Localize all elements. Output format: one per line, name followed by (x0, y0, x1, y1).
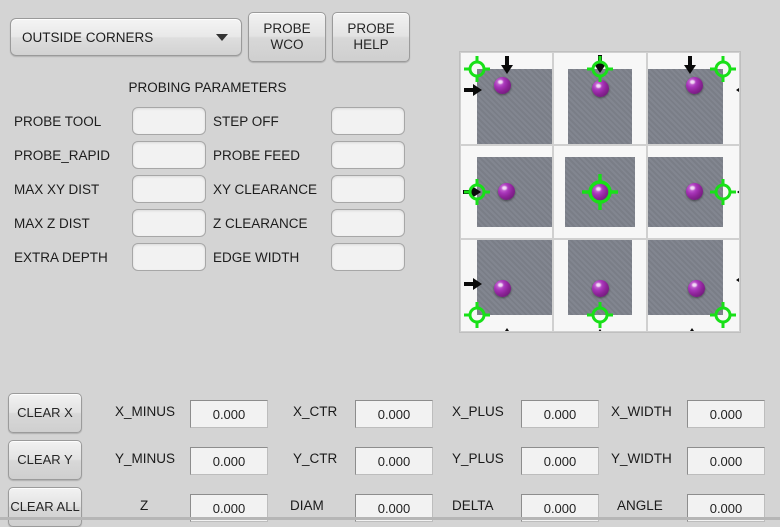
probe-ball-icon (591, 80, 609, 98)
result-field-x-width[interactable]: 0.000 (687, 400, 765, 428)
probe-cell-top-right[interactable] (647, 53, 739, 145)
workpiece (565, 157, 635, 227)
crosshair-target-icon (581, 173, 618, 210)
probe-mode-select[interactable]: OUTSIDE CORNERS (10, 18, 242, 56)
probe-ball-icon (497, 182, 515, 200)
param-input-probe-rapid[interactable] (132, 141, 206, 169)
crosshair-target-icon (586, 56, 613, 83)
result-label-x-ctr: X_CTR (293, 404, 338, 419)
crosshair-target-icon (464, 178, 491, 205)
crosshair-target-icon (586, 301, 613, 328)
param-label-xy-clearance: XY CLEARANCE (213, 181, 318, 197)
probe-cell-bottom-left[interactable] (461, 239, 553, 331)
crosshair-target-icon (709, 56, 736, 83)
result-label-delta: DELTA (452, 498, 494, 513)
probe-cell-middle-left[interactable] (461, 146, 553, 238)
result-field-y-ctr[interactable]: 0.000 (355, 447, 433, 475)
workpiece (477, 69, 553, 145)
result-field-x-ctr[interactable]: 0.000 (355, 400, 433, 428)
bottom-divider (0, 517, 780, 520)
clear-y-button[interactable]: CLEAR Y (8, 440, 82, 480)
param-label-edge-width: EDGE WIDTH (213, 249, 300, 265)
param-input-probe-tool[interactable] (132, 107, 206, 135)
param-label-z-clearance: Z CLEARANCE (213, 215, 308, 231)
crosshair-target-icon (464, 56, 491, 83)
result-label-y-plus: Y_PLUS (452, 451, 504, 466)
param-label-probe-feed: PROBE FEED (213, 147, 301, 163)
param-input-extra-depth[interactable] (132, 243, 206, 271)
probe-cell-bottom-center[interactable] (554, 239, 646, 331)
param-input-edge-width[interactable] (331, 243, 405, 271)
param-label-extra-depth: EXTRA DEPTH (14, 249, 108, 265)
probe-cell-top-left[interactable] (461, 53, 553, 145)
probe-ball-icon (687, 279, 705, 297)
chevron-down-icon (216, 33, 228, 41)
probe-ball-icon (493, 279, 511, 297)
probe-position-grid (459, 51, 741, 333)
probe-help-button[interactable]: PROBE HELP (332, 12, 410, 62)
probe-ball-icon (686, 76, 704, 94)
param-label-step-off: STEP OFF (213, 113, 279, 129)
result-label-x-plus: X_PLUS (452, 404, 504, 419)
workpiece (647, 239, 723, 315)
result-label-z: Z (140, 498, 149, 513)
param-label-probe-rapid: PROBE_RAPID (14, 147, 111, 163)
result-label-angle: ANGLE (617, 498, 663, 513)
probe-ball-icon (686, 182, 704, 200)
clear-x-button[interactable]: CLEAR X (8, 393, 82, 433)
result-label-diam: DIAM (290, 498, 324, 513)
param-input-step-off[interactable] (331, 107, 405, 135)
probe-results-panel: CLEAR X CLEAR Y CLEAR ALL X_MINUS 0.000 … (0, 388, 780, 527)
result-label-y-width: Y_WIDTH (611, 451, 672, 466)
crosshair-target-icon (464, 301, 491, 328)
workpiece (477, 239, 553, 315)
param-label-max-z-dist: MAX Z DIST (14, 215, 90, 231)
param-input-z-clearance[interactable] (331, 209, 405, 237)
param-label-max-xy-dist: MAX XY DIST (14, 181, 100, 197)
crosshair-target-icon (709, 178, 736, 205)
probe-wco-button[interactable]: PROBE WCO (248, 12, 326, 62)
probing-parameters-title: PROBING PARAMETERS (128, 80, 287, 95)
probe-ball-icon (493, 76, 511, 94)
probe-ball-icon (591, 183, 609, 201)
result-field-y-width[interactable]: 0.000 (687, 447, 765, 475)
result-label-x-minus: X_MINUS (115, 404, 176, 419)
param-input-max-xy-dist[interactable] (132, 175, 206, 203)
probe-cell-middle-right[interactable] (647, 146, 739, 238)
result-field-y-plus[interactable]: 0.000 (521, 447, 599, 475)
probe-cell-center[interactable] (554, 146, 646, 238)
workpiece (647, 69, 723, 145)
param-input-xy-clearance[interactable] (331, 175, 405, 203)
probe-ball-icon (591, 279, 609, 297)
param-input-max-z-dist[interactable] (132, 209, 206, 237)
result-label-y-minus: Y_MINUS (115, 451, 176, 466)
result-field-x-plus[interactable]: 0.000 (521, 400, 599, 428)
result-label-y-ctr: Y_CTR (293, 451, 338, 466)
probe-cell-bottom-right[interactable] (647, 239, 739, 331)
probe-cell-top-center[interactable] (554, 53, 646, 145)
result-field-x-minus[interactable]: 0.000 (190, 400, 268, 428)
crosshair-target-icon (709, 301, 736, 328)
result-field-y-minus[interactable]: 0.000 (190, 447, 268, 475)
param-input-probe-feed[interactable] (331, 141, 405, 169)
result-label-x-width: X_WIDTH (611, 404, 672, 419)
probe-mode-selected-value: OUTSIDE CORNERS (22, 29, 154, 45)
param-label-probe-tool: PROBE TOOL (14, 113, 102, 129)
